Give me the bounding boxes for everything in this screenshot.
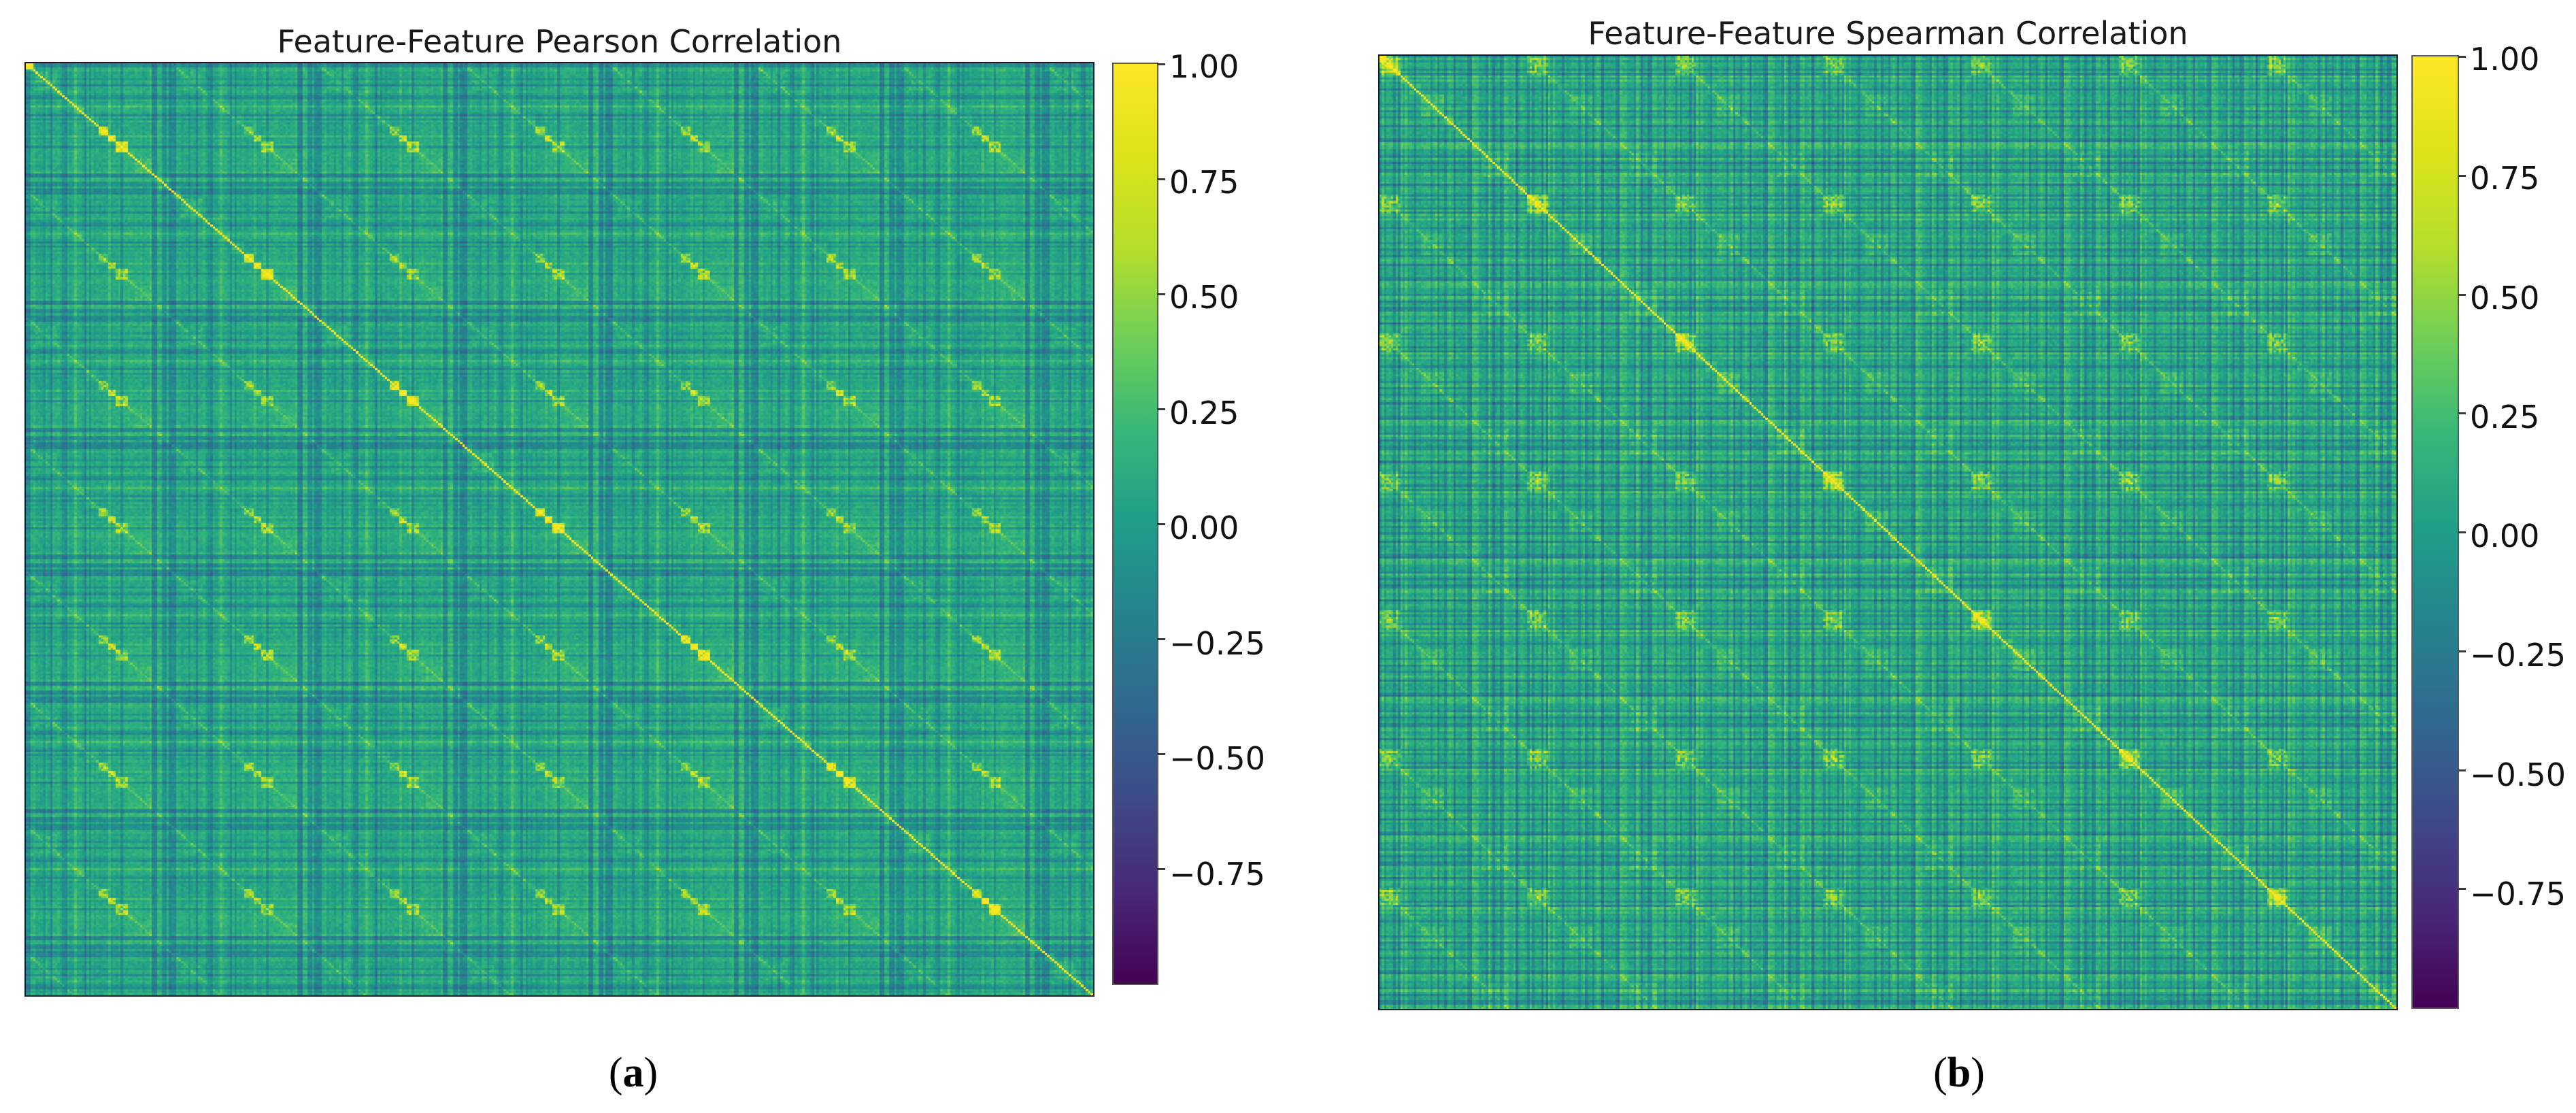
colorbar-tick-mark <box>1157 638 1165 640</box>
colorbar-tick-mark <box>2458 531 2466 533</box>
colorbar-tick-mark <box>2458 769 2466 771</box>
colorbar-tick-mark <box>2458 56 2466 58</box>
colorbar-tick-label: 1.00 <box>2470 41 2540 78</box>
colorbar-tick-mark <box>2458 412 2466 415</box>
spearman-heatmap-title: Feature-Feature Spearman Correlation <box>1588 15 2188 52</box>
pearson-correlation-heatmap <box>24 62 1094 997</box>
caption-b-open-paren: ( <box>1933 1050 1947 1096</box>
caption-a-close-paren: ) <box>643 1050 658 1096</box>
pearson-colorbar <box>1112 63 1165 985</box>
spearman-colorbar <box>2411 55 2466 1009</box>
caption-b-letter: b <box>1947 1050 1971 1096</box>
colorbar-tick-label: 0.75 <box>2470 160 2540 197</box>
colorbar-tick-label: −0.75 <box>2470 875 2566 912</box>
colorbar-tick-label: 0.75 <box>1169 163 1239 201</box>
colorbar-tick-label: 0.00 <box>2470 518 2540 554</box>
caption-a-open-paren: ( <box>608 1050 623 1096</box>
colorbar-tick-mark <box>2458 888 2466 891</box>
colorbar-tick-mark <box>2458 650 2466 652</box>
spearman-correlation-heatmap <box>1378 54 2398 1010</box>
colorbar-tick-label: −0.25 <box>2470 637 2566 674</box>
colorbar-tick-mark <box>2458 293 2466 296</box>
subfigure-label-b: (b) <box>1884 1046 2034 1099</box>
colorbar-tick-mark <box>1157 523 1165 525</box>
colorbar-tick-label: −0.50 <box>1169 740 1265 777</box>
colorbar-tick-mark <box>1157 63 1165 65</box>
colorbar-tick-mark <box>2458 174 2466 177</box>
colorbar-tick-label: 0.25 <box>1169 394 1239 431</box>
colorbar-tick-mark <box>1157 753 1165 755</box>
pearson-heatmap-title: Feature-Feature Pearson Correlation <box>277 23 842 60</box>
caption-a-letter: a <box>622 1050 644 1096</box>
colorbar-tick-label: 0.50 <box>2470 279 2540 316</box>
colorbar-tick-label: −0.25 <box>1169 625 1265 662</box>
caption-b-close-paren: ) <box>1971 1050 1985 1096</box>
colorbar-tick-label: 0.00 <box>1169 510 1239 546</box>
colorbar-tick-mark <box>1157 178 1165 180</box>
colorbar-tick-label: −0.75 <box>1169 855 1265 893</box>
colorbar-tick-mark <box>1157 868 1165 870</box>
colorbar-tick-label: 0.25 <box>2470 398 2540 435</box>
subfigure-label-a: (a) <box>558 1046 708 1099</box>
colorbar-tick-mark <box>1157 408 1165 410</box>
colorbar-tick-label: 0.50 <box>1169 279 1239 316</box>
colorbar-tick-mark <box>1157 293 1165 295</box>
colorbar-tick-label: 1.00 <box>1169 48 1239 85</box>
colorbar-tick-label: −0.50 <box>2470 756 2566 793</box>
